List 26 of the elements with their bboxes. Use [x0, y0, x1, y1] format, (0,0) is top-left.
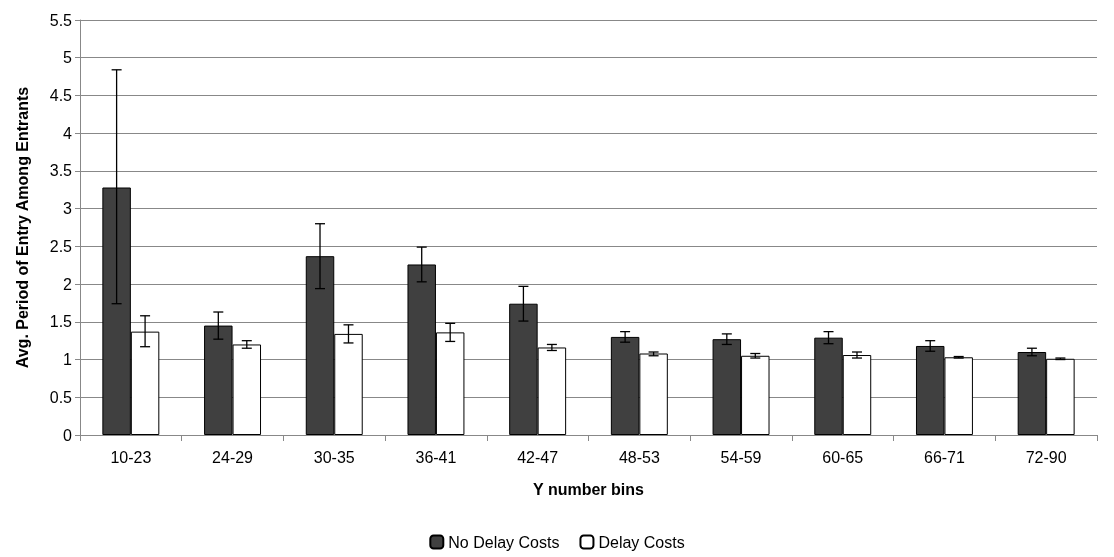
x-tick-label: 72-90	[1025, 448, 1067, 466]
y-tick-label: 5	[63, 49, 73, 67]
x-tick-label: 54-59	[720, 448, 762, 466]
y-tick-label: 1	[63, 351, 73, 369]
x-tick-label: 36-41	[415, 448, 457, 466]
y-tick-label: 0.5	[49, 388, 73, 406]
x-tick-label: 66-71	[923, 448, 966, 466]
y-tick-label: 3	[63, 200, 73, 218]
x-tick-label: 30-35	[313, 448, 355, 466]
legend-label: No Delay Costs	[448, 533, 560, 551]
x-tick-label: 24-29	[212, 448, 254, 466]
x-tick-label: 10-23	[110, 448, 152, 466]
y-tick-label: 3.5	[49, 162, 73, 180]
y-tick-label: 2.5	[49, 237, 73, 255]
y-axis-title: Avg. Period of Entry Among Entrants	[13, 86, 31, 369]
x-tick-label: 60-65	[822, 448, 864, 466]
y-tick-label: 5.5	[49, 11, 73, 29]
legend-label: Delay Costs	[598, 533, 685, 551]
x-tick-label: 42-47	[517, 448, 559, 466]
x-axis-title: Y number bins	[533, 480, 645, 498]
y-tick-label: 0	[63, 426, 73, 444]
y-tick-label: 4	[63, 124, 73, 142]
x-tick-label: 48-53	[618, 448, 660, 466]
y-tick-label: 4.5	[49, 86, 73, 104]
y-tick-label: 1.5	[49, 313, 73, 331]
y-tick-label: 2	[63, 275, 73, 293]
